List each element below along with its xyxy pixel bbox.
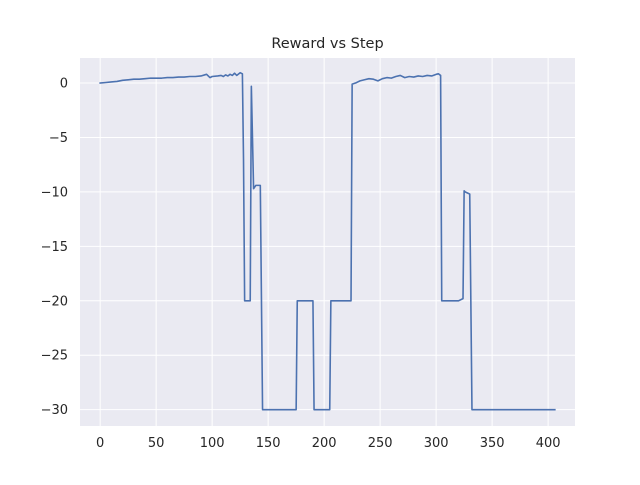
plot-area bbox=[80, 58, 575, 426]
y-tick-label: −20 bbox=[41, 294, 68, 309]
series-layer bbox=[99, 71, 556, 411]
y-tick-label: −25 bbox=[41, 349, 68, 364]
y-tick-label: −10 bbox=[41, 185, 68, 200]
y-tick-label: 0 bbox=[60, 77, 68, 92]
tick-labels: 0 50 100 150 200 250 300 350 400 0 −5 −10 −15 −20 −25 −… bbox=[41, 77, 561, 451]
grid bbox=[80, 58, 575, 426]
y-tick-label: −15 bbox=[41, 240, 68, 255]
chart-title: Reward vs Step bbox=[271, 36, 383, 52]
x-tick-label: 400 bbox=[536, 436, 561, 451]
x-tick-label: 100 bbox=[200, 436, 225, 451]
x-tick-label: 350 bbox=[480, 436, 505, 451]
series-line-0 bbox=[99, 71, 556, 411]
y-tick-label: −5 bbox=[49, 131, 68, 146]
x-tick-label: 50 bbox=[148, 436, 165, 451]
x-tick-label: 200 bbox=[312, 436, 337, 451]
x-tick-label: 300 bbox=[424, 436, 449, 451]
x-tick-label: 250 bbox=[368, 436, 393, 451]
x-tick-label: 0 bbox=[96, 436, 104, 451]
x-tick-label: 150 bbox=[256, 436, 281, 451]
y-tick-label: −30 bbox=[41, 403, 68, 418]
